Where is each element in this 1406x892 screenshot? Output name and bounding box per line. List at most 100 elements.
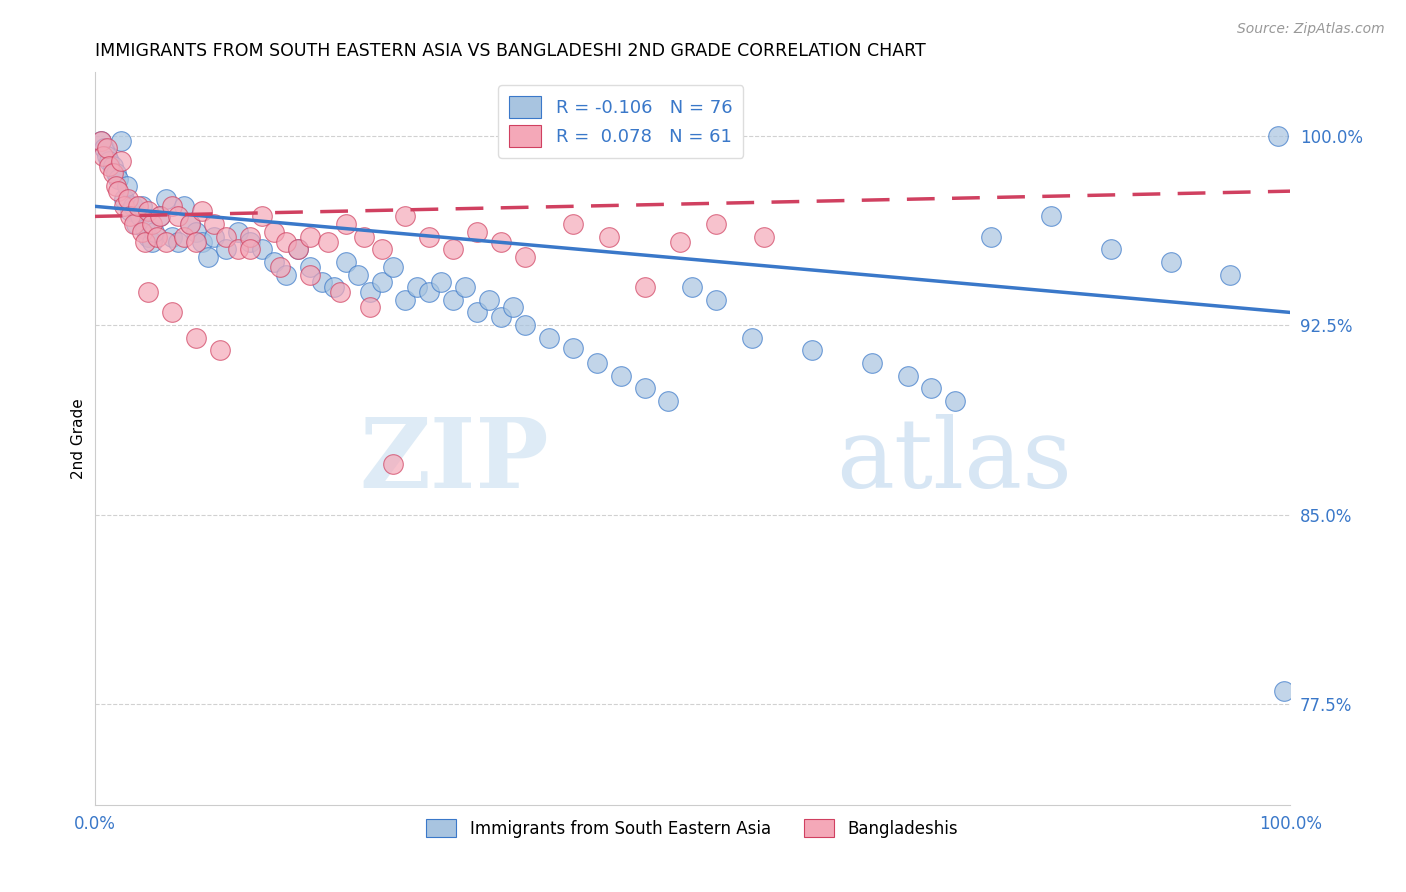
Point (202, 229, 225, 244)
Point (287, 242, 309, 256)
Point (263, 255, 285, 269)
Point (860, 356, 883, 370)
Legend: Immigrants from South Eastern Asia, Bangladeshis: Immigrants from South Eastern Asia, Bang… (420, 813, 965, 845)
Point (138, 229, 160, 244)
Point (197, 250, 219, 264)
Point (239, 229, 262, 244)
Point (131, 199, 153, 213)
Point (122, 217, 145, 231)
Point (311, 275, 333, 289)
Point (1272, 684, 1295, 698)
Point (441, 242, 464, 256)
Point (1267, 128, 1289, 143)
Point (298, 260, 321, 274)
Point (980, 229, 1002, 244)
Point (250, 242, 273, 256)
Point (359, 301, 381, 315)
Point (1040, 210, 1063, 224)
Point (134, 235, 156, 249)
Point (335, 217, 357, 231)
Point (97, 153, 120, 168)
Text: ZIP: ZIP (360, 414, 548, 508)
Point (186, 331, 208, 345)
Point (173, 199, 195, 213)
Point (478, 293, 501, 307)
Point (239, 235, 262, 249)
Point (704, 293, 727, 307)
Point (430, 275, 453, 289)
Point (141, 235, 163, 249)
Point (138, 285, 160, 300)
Point (513, 250, 536, 264)
Point (107, 184, 129, 198)
Point (561, 217, 583, 231)
Point (537, 331, 560, 345)
Text: Source: ZipAtlas.com: Source: ZipAtlas.com (1237, 22, 1385, 37)
Point (179, 217, 201, 231)
Point (91, 149, 114, 163)
Point (633, 381, 655, 395)
Point (131, 225, 153, 239)
Point (359, 285, 381, 300)
Point (896, 368, 918, 383)
Point (117, 192, 139, 206)
Point (346, 268, 368, 282)
Point (441, 293, 464, 307)
Point (298, 268, 321, 282)
Point (215, 229, 238, 244)
Point (145, 229, 167, 244)
Point (96, 149, 118, 163)
Point (269, 260, 291, 274)
Point (633, 280, 655, 294)
Point (454, 280, 477, 294)
Point (93, 141, 115, 155)
Point (502, 301, 524, 315)
Point (394, 293, 416, 307)
Text: atlas: atlas (835, 414, 1071, 508)
Point (149, 210, 172, 224)
Point (298, 229, 321, 244)
Point (741, 331, 763, 345)
Point (191, 235, 214, 249)
Point (90, 134, 112, 148)
Point (162, 305, 184, 319)
Point (202, 217, 225, 231)
Point (101, 159, 124, 173)
Point (598, 229, 620, 244)
Point (489, 235, 512, 249)
Point (101, 166, 124, 180)
Point (370, 242, 392, 256)
Point (226, 242, 249, 256)
Point (97, 159, 120, 173)
Point (155, 235, 177, 249)
Point (329, 285, 352, 300)
Point (657, 393, 679, 408)
Point (945, 393, 967, 408)
Point (1219, 268, 1241, 282)
Point (155, 192, 177, 206)
Point (114, 192, 136, 206)
Point (105, 179, 128, 194)
Point (585, 356, 607, 370)
Point (114, 199, 136, 213)
Point (143, 225, 166, 239)
Point (382, 457, 405, 471)
Point (1099, 242, 1122, 256)
Point (921, 381, 943, 395)
Point (513, 318, 536, 332)
Point (127, 199, 149, 213)
Point (209, 343, 232, 358)
Point (263, 225, 285, 239)
Point (382, 260, 405, 274)
Point (353, 229, 375, 244)
Point (107, 171, 129, 186)
Point (120, 210, 142, 224)
Point (239, 242, 262, 256)
Point (287, 242, 309, 256)
Point (370, 275, 392, 289)
Point (115, 179, 138, 194)
Point (173, 229, 195, 244)
Point (418, 229, 440, 244)
Point (465, 305, 488, 319)
Point (167, 210, 190, 224)
